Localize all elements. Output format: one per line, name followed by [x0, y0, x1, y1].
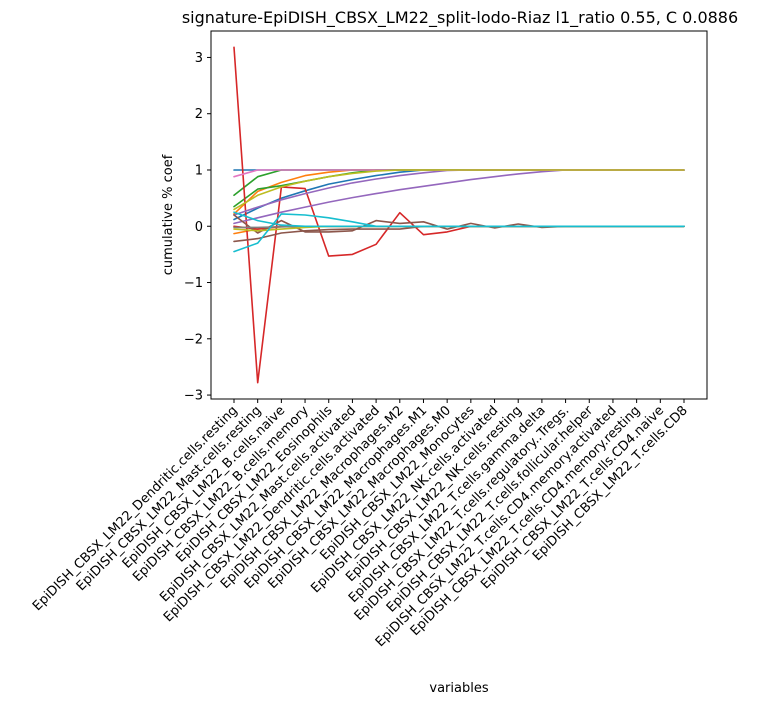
y-tick-label: −2 — [184, 332, 203, 347]
chart-title: signature-EpiDISH_CBSX_LM22_split-lodo-R… — [182, 8, 738, 28]
y-tick-label: −1 — [184, 276, 203, 291]
y-tick-label: 2 — [195, 107, 203, 122]
y-tick-label: −3 — [184, 389, 203, 404]
series-layer — [233, 46, 685, 384]
x-axis-label: variables — [429, 681, 488, 696]
series-line-17 — [233, 211, 685, 228]
series-line-14 — [233, 169, 685, 211]
y-axis: −3 −2 −1 0 1 2 3 — [184, 51, 211, 404]
y-axis-label: cumulative % coef — [161, 154, 176, 275]
y-tick-label: 1 — [195, 163, 203, 178]
y-tick-label: 0 — [195, 220, 203, 235]
y-tick-label: 3 — [195, 51, 203, 66]
plot-frame — [210, 30, 708, 400]
